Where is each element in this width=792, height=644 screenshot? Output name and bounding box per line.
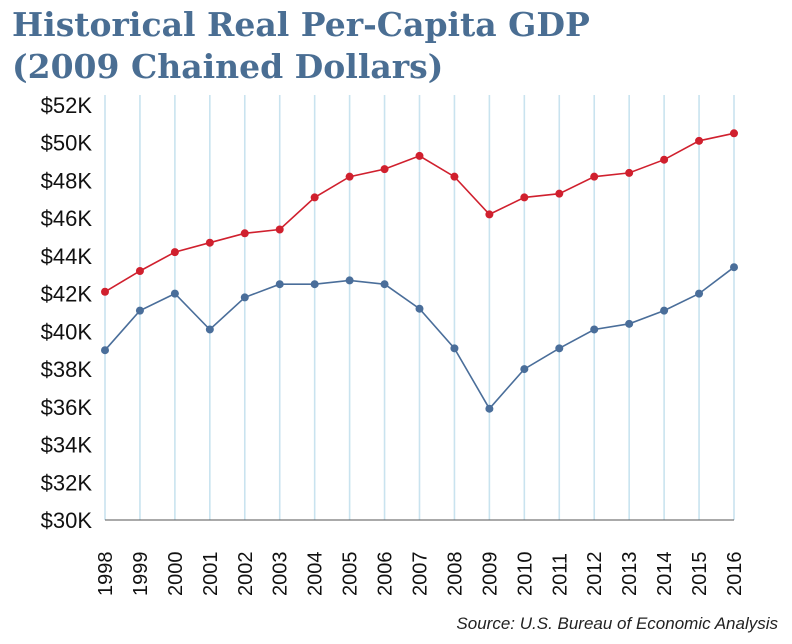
series-2-point (520, 365, 529, 374)
series-1-point (695, 136, 704, 145)
series-2-point (205, 325, 214, 334)
x-tick-label: 2007 (410, 552, 432, 597)
series-1-point (415, 151, 424, 160)
x-tick-label: 2011 (549, 553, 571, 596)
series-2-point (450, 344, 459, 353)
series-1-point (625, 168, 634, 177)
y-tick-label: $32K (41, 470, 93, 495)
series-1-point (135, 267, 144, 275)
x-tick-label: 2015 (689, 552, 711, 597)
y-tick-label: $42K (41, 282, 93, 307)
series-1-point (660, 155, 669, 164)
series-1-point (450, 172, 459, 181)
x-tick-label: 2014 (654, 552, 676, 597)
x-tick-label: 2013 (619, 552, 641, 597)
x-tick-label: 2012 (584, 552, 606, 597)
y-tick-label: $30K (41, 508, 93, 533)
series-2-point (590, 325, 599, 334)
series-1-point (520, 193, 529, 202)
series-2-point (555, 344, 564, 353)
y-tick-label: $36K (41, 395, 93, 420)
y-tick-label: $44K (41, 244, 93, 269)
chart-title: Historical Real Per-Capita GDP (2009 Cha… (12, 4, 590, 88)
chart-title-line-1: Historical Real Per-Capita GDP (12, 5, 590, 44)
x-tick-label: 2000 (165, 552, 187, 597)
series-1-point (485, 210, 494, 219)
series-2-point (730, 263, 738, 272)
x-tick-label: 2001 (200, 552, 222, 597)
series-2-point (101, 346, 109, 355)
x-tick-label: 2006 (375, 552, 397, 597)
series-1-point (380, 165, 389, 174)
y-tick-label: $52K (41, 93, 93, 118)
series-1-point (205, 238, 214, 247)
x-tick-label: 2009 (479, 552, 501, 597)
x-tick-label: 2004 (305, 552, 327, 597)
source-note: Source: U.S. Bureau of Economic Analysis (456, 614, 778, 633)
series-2-point (415, 304, 424, 313)
series-1-point (240, 229, 249, 238)
x-tick-label: 2016 (724, 552, 746, 597)
chart-title-line-2: (2009 Chained Dollars) (12, 47, 444, 86)
grid-lines (104, 95, 735, 520)
series-1-point (345, 172, 354, 181)
series-2-point (660, 306, 669, 315)
series-1-point (730, 129, 738, 138)
series-1-point (590, 172, 599, 181)
y-axis-tick-labels: $30K $32K $34K $36K $38K $40K $42K $44K $46K $48K… (41, 93, 93, 533)
x-axis-tick-labels: 1998 1999 2000 2001 2002 2003 2004 2005 2006 2007… (95, 552, 746, 597)
series-2-point (135, 306, 144, 315)
y-tick-label: $48K (41, 168, 93, 193)
series-1-point (170, 248, 179, 257)
series-2-point (695, 289, 704, 298)
x-tick-label: 2010 (514, 552, 536, 597)
y-tick-label: $38K (41, 357, 93, 382)
x-tick-label: 2008 (444, 552, 466, 597)
series-2-point (625, 319, 634, 328)
series-2-point (345, 276, 354, 285)
series-1 (101, 129, 738, 296)
x-tick-label: 1998 (95, 552, 117, 597)
series-1-point (101, 287, 109, 296)
series-2-point (485, 404, 494, 413)
series-1-point (555, 189, 564, 198)
series-1-point (275, 225, 284, 234)
y-tick-label: $34K (41, 433, 93, 458)
series-lines (101, 129, 738, 413)
x-tick-label: 2002 (235, 552, 257, 597)
x-tick-label: 1999 (130, 552, 152, 597)
y-tick-label: $40K (41, 319, 93, 344)
series-2-point (380, 280, 389, 289)
series-2 (101, 263, 738, 413)
x-tick-label: 2005 (340, 552, 362, 597)
y-tick-label: $50K (41, 131, 93, 156)
y-tick-label: $46K (41, 206, 93, 231)
series-2-point (240, 293, 249, 302)
x-tick-label: 2003 (270, 552, 292, 597)
series-2-point (170, 289, 179, 298)
series-1-point (310, 193, 319, 202)
series-2-point (310, 280, 319, 289)
series-2-point (275, 280, 284, 289)
